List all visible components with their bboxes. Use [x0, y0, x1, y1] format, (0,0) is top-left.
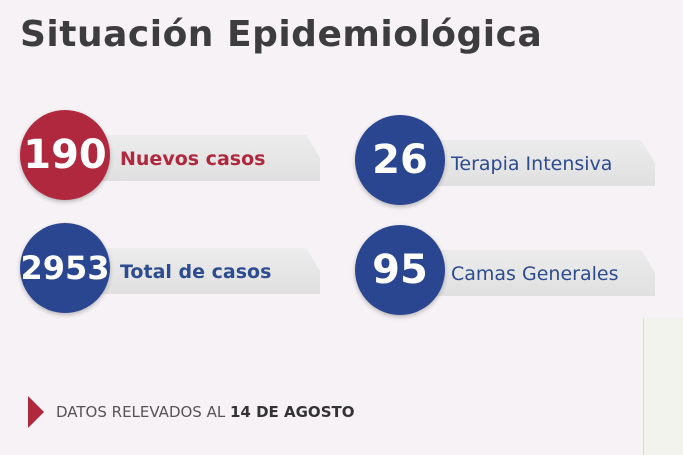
stat-intensive-care: 26 Terapia Intensiva: [355, 115, 655, 205]
stat-label: Total de casos: [120, 261, 272, 283]
stat-banner: [90, 135, 320, 181]
stat-value: 26: [372, 137, 428, 183]
footer-date: 14 DE AGOSTO: [230, 403, 355, 421]
stat-new-cases: 190 Nuevos casos: [20, 110, 320, 200]
stat-label: Nuevos casos: [120, 148, 266, 170]
stat-value: 190: [23, 132, 107, 178]
footer-text: DATOS RELEVADOS AL 14 DE AGOSTO: [56, 403, 354, 421]
footer-prefix: DATOS RELEVADOS AL: [56, 403, 226, 421]
footer-note: DATOS RELEVADOS AL 14 DE AGOSTO: [28, 396, 354, 428]
stat-value: 2953: [20, 249, 110, 287]
stat-label: Terapia Intensiva: [451, 153, 613, 175]
page-title: Situación Epidemiológica: [20, 14, 543, 55]
stat-circle: 190: [20, 110, 110, 200]
stat-banner: [90, 248, 320, 294]
video-overlay-panel: [643, 318, 683, 455]
stat-circle: 2953: [20, 223, 110, 313]
stat-value: 95: [372, 247, 428, 293]
triangle-marker-icon: [28, 396, 44, 428]
stat-total-cases: 2953 Total de casos: [20, 223, 320, 313]
stat-general-beds: 95 Camas Generales: [355, 225, 655, 315]
stat-label: Camas Generales: [451, 263, 619, 285]
stat-circle: 95: [355, 225, 445, 315]
stat-circle: 26: [355, 115, 445, 205]
stat-banner: [425, 250, 655, 296]
stat-banner: [425, 140, 655, 186]
